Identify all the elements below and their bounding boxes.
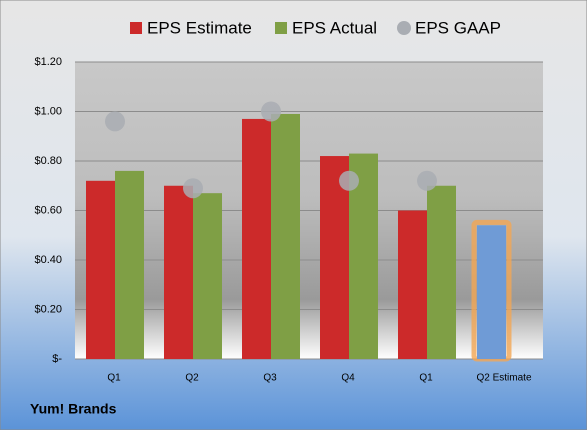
y-tick-label: $0.80: [34, 155, 62, 167]
bar: [398, 210, 427, 359]
x-tick-label: Q4: [341, 373, 355, 384]
bar: [242, 118, 271, 359]
bar: [86, 180, 115, 359]
point: [105, 111, 125, 132]
bar: [427, 185, 456, 359]
point: [417, 170, 437, 191]
y-tick-label: $0.20: [34, 303, 62, 315]
x-tick-label: Q2 Estimate: [476, 373, 531, 384]
legend-label: EPS GAAP: [415, 18, 501, 37]
chart-title: Yum! Brands: [30, 401, 117, 417]
y-tick-label: $0.40: [34, 254, 62, 266]
legend-marker: [397, 21, 411, 35]
y-tick-label: $1.20: [34, 56, 62, 68]
bar: [164, 185, 193, 359]
point: [183, 178, 203, 199]
x-tick-label: Q3: [263, 373, 277, 384]
legend-marker: [275, 22, 287, 34]
point: [339, 170, 359, 191]
bar: [477, 225, 506, 359]
bar: [320, 156, 349, 359]
x-tick-label: Q1: [107, 373, 121, 384]
bar: [115, 170, 144, 359]
x-tick-label: Q2: [185, 373, 199, 384]
legend-label: EPS Estimate: [147, 18, 252, 37]
bar: [193, 193, 222, 359]
legend-marker: [130, 22, 142, 34]
y-tick-label: $0.60: [34, 204, 62, 216]
y-tick-label: $-: [52, 353, 62, 365]
y-tick-label: $1.00: [34, 105, 62, 117]
bar: [271, 113, 300, 359]
x-tick-label: Q1: [419, 373, 433, 384]
legend-label: EPS Actual: [292, 18, 377, 37]
point: [261, 101, 281, 122]
